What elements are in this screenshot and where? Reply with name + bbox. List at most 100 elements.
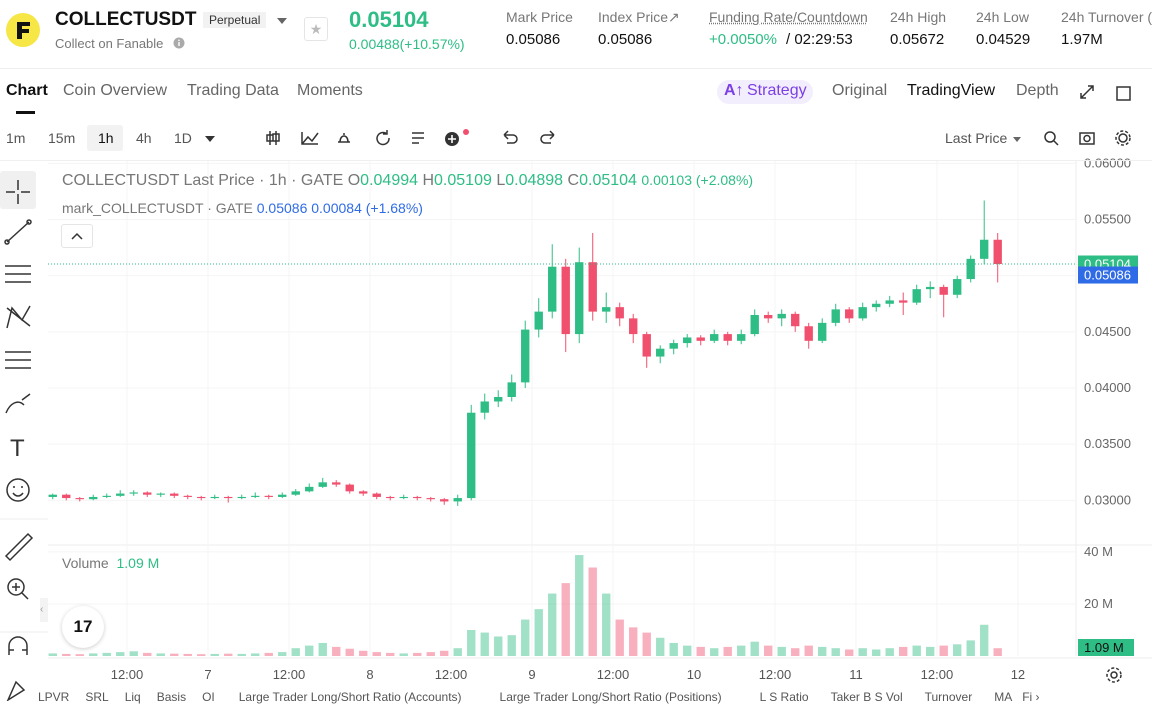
indicator[interactable]: Large Trader Long/Short Ratio (Accounts) bbox=[239, 690, 462, 704]
undo-redo[interactable] bbox=[500, 128, 560, 148]
candle-body bbox=[116, 494, 124, 496]
tab[interactable]: Moments bbox=[297, 82, 363, 100]
volume-bar bbox=[643, 633, 651, 656]
candle-body bbox=[764, 315, 772, 318]
candle-body bbox=[319, 482, 327, 486]
candle-body bbox=[724, 334, 732, 341]
x-tick-label: 12:00 bbox=[435, 667, 468, 682]
favorite[interactable]: ★ bbox=[304, 17, 328, 41]
candle-body bbox=[413, 497, 421, 498]
legend-value: 1.09 M bbox=[116, 555, 159, 571]
volume-bar bbox=[535, 609, 543, 656]
view[interactable]: Original bbox=[832, 82, 887, 100]
volume-bar bbox=[292, 648, 300, 656]
stat-value: 0.05672 bbox=[890, 31, 944, 48]
candle-body bbox=[238, 497, 246, 498]
dropdown[interactable] bbox=[204, 134, 216, 144]
price-type[interactable]: Last Price bbox=[945, 130, 1007, 146]
candle-body bbox=[616, 307, 624, 318]
candle-body bbox=[346, 485, 354, 492]
candle-body bbox=[562, 267, 570, 334]
collapse[interactable]: ‹ bbox=[40, 598, 48, 622]
interval[interactable]: 15m bbox=[48, 130, 75, 146]
interval[interactable]: 1h bbox=[98, 130, 114, 146]
interval[interactable]: 1D bbox=[174, 130, 192, 146]
settings-icon[interactable] bbox=[1104, 665, 1124, 685]
svg-text:T: T bbox=[10, 435, 25, 462]
indicator[interactable]: Basis bbox=[157, 690, 186, 704]
stat-value: +0.0050% bbox=[709, 31, 777, 48]
volume-bar bbox=[400, 653, 408, 656]
volume-bar bbox=[751, 642, 759, 656]
volume-bar bbox=[953, 644, 961, 656]
logo bbox=[5, 12, 41, 48]
interval[interactable]: 1m bbox=[6, 130, 25, 146]
volume-bar bbox=[103, 653, 111, 656]
candle-body bbox=[886, 300, 894, 303]
candle-body bbox=[143, 492, 151, 494]
indicator[interactable]: L S Ratio bbox=[760, 690, 809, 704]
volume-bar bbox=[521, 620, 529, 656]
volume-legend: Volume 1.09 M bbox=[62, 555, 159, 571]
candle-body bbox=[980, 240, 988, 259]
x-tick-label: 11 bbox=[849, 667, 863, 682]
candle-body bbox=[521, 330, 529, 383]
volume-bar bbox=[386, 653, 394, 656]
page: 12:00 7 12:00 8 12:00 9 12:00 10 12:00 11 12:00 12 0… bbox=[0, 0, 1152, 701]
candle-body bbox=[332, 482, 340, 484]
collapse-legend[interactable] bbox=[61, 224, 93, 248]
indicator[interactable]: LPVR bbox=[38, 690, 69, 704]
volume-bar bbox=[481, 633, 489, 656]
tab[interactable]: Chart bbox=[6, 82, 48, 100]
x-tick-label: 9 bbox=[528, 667, 535, 682]
y-tick-label: 20 M bbox=[1084, 596, 1113, 611]
dropdown[interactable] bbox=[276, 16, 288, 26]
volume-bar bbox=[778, 647, 786, 656]
dropdown[interactable] bbox=[1012, 135, 1022, 143]
volume-bar bbox=[373, 652, 381, 656]
candle-body bbox=[467, 413, 475, 498]
view[interactable]: Depth bbox=[1016, 82, 1059, 100]
candle-body bbox=[589, 262, 597, 311]
candle-body bbox=[575, 262, 583, 334]
indicator[interactable]: Fi bbox=[1022, 690, 1032, 704]
indicator[interactable]: MA bbox=[994, 690, 1012, 704]
divider bbox=[0, 160, 1152, 161]
toolbar-right[interactable] bbox=[1040, 128, 1140, 148]
volume-bar bbox=[116, 652, 124, 656]
volume-bar bbox=[197, 654, 205, 656]
indicator[interactable]: Liq bbox=[125, 690, 141, 704]
interval[interactable]: 4h bbox=[136, 130, 152, 146]
tab[interactable]: Coin Overview bbox=[63, 82, 167, 100]
indicator[interactable]: OI bbox=[202, 690, 215, 704]
candle-body bbox=[427, 498, 435, 499]
tab[interactable]: Trading Data bbox=[187, 82, 279, 100]
x-tick-label: 12:00 bbox=[273, 667, 306, 682]
indicator[interactable]: Taker B S Vol bbox=[831, 690, 903, 704]
indicator[interactable]: SRL bbox=[85, 690, 108, 704]
x-tick-label: 7 bbox=[204, 667, 211, 682]
indicator[interactable]: Turnover bbox=[925, 690, 973, 704]
fullscreen[interactable] bbox=[1079, 84, 1095, 100]
volume-bar bbox=[143, 653, 151, 656]
view[interactable]: Strategy bbox=[747, 82, 807, 100]
legend-title: Volume bbox=[62, 555, 109, 571]
volume-bar bbox=[616, 620, 624, 656]
candle-body bbox=[751, 315, 759, 334]
y-tick-label: 40 M bbox=[1084, 544, 1113, 559]
toolbar-icons[interactable] bbox=[262, 128, 492, 148]
volume-bar bbox=[89, 653, 97, 656]
indicator[interactable]: Large Trader Long/Short Ratio (Positions… bbox=[500, 690, 722, 704]
volume-bar bbox=[805, 646, 813, 656]
candle-body bbox=[818, 323, 826, 341]
volume-bar bbox=[62, 654, 70, 656]
stat-value: 0.05086 bbox=[598, 31, 652, 48]
x-tick-label: 12:00 bbox=[597, 667, 630, 682]
candle-body bbox=[373, 494, 381, 497]
window[interactable] bbox=[1115, 84, 1133, 102]
volume-bar bbox=[359, 651, 367, 656]
volume-bar bbox=[629, 627, 637, 656]
candle-body bbox=[49, 495, 57, 497]
volume-bar bbox=[764, 646, 772, 656]
view[interactable]: TradingView bbox=[907, 82, 995, 100]
